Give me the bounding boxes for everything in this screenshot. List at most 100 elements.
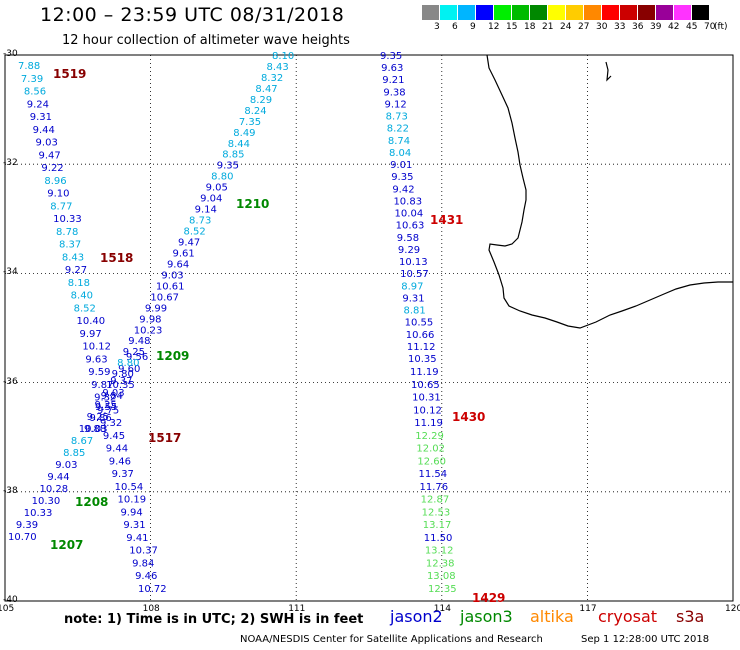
colorbar-label: 15 [506,22,518,32]
wave-height-value: 10.31 [412,393,441,404]
colorbar-label: 24 [560,22,572,32]
wave-height-value: 7.88 [18,61,40,72]
wave-height-value: 9.03 [55,460,77,471]
wave-height-value: 9.32 [94,393,116,404]
wave-height-value: 10.61 [156,281,185,292]
wave-height-value: 8.43 [62,252,84,263]
wave-height-value: 9.35 [217,161,239,172]
gridlines [4,54,734,602]
wave-height-value: 8.43 [266,62,288,73]
wave-height-value: 9.35 [391,172,413,183]
wave-height-value: 8.80 [117,358,139,369]
wave-height-value: 11.19 [414,418,443,429]
latitude-label: -38 [3,485,18,496]
map-frame [4,54,734,602]
colorbar-swatch [638,5,655,20]
wave-height-value: 8.10 [272,51,294,62]
wave-height-value: 10.30 [32,496,61,507]
wave-height-value: 10.66 [406,330,435,341]
wave-height-value: 10.04 [395,209,424,220]
longitude-label: 120 [725,604,740,614]
legend-item-cryosat: cryosat [598,607,658,626]
generated-timestamp: Sep 1 12:28:00 UTC 2018 [581,634,710,645]
map-title: 12:00 – 23:59 UTC 08/31/2018 [40,4,345,26]
wave-height-value: 9.80 [112,369,134,380]
wave-height-value: 9.99 [145,303,167,314]
wave-height-value: 8.81 [404,306,426,317]
coastline-fragment [605,61,612,82]
wave-height-value: 9.25 [95,400,117,411]
wave-height-value: 10.37 [129,546,158,557]
colorbar-swatch [494,5,511,20]
colorbar-label: 6 [452,22,458,32]
wave-height-value: 8.22 [387,124,409,135]
wave-height-value: 8.37 [59,240,81,251]
wave-height-value: 11.76 [420,482,449,493]
wave-height-value: 9.03 [102,388,124,399]
wave-height-value: 10.03 [79,424,108,435]
colorbar-swatch [584,5,601,20]
wave-height-value: 9.31 [402,293,424,304]
wave-height-value: 8.52 [184,227,206,238]
wave-height-value: 11.54 [418,469,447,480]
wave-height-value: 8.52 [74,303,96,314]
wave-height-value: 9.75 [97,405,119,416]
wave-height-value: 9.35 [380,51,402,62]
wave-height-value: 9.25 [87,412,109,423]
wave-height-value: 8.24 [244,106,266,117]
wave-height-value: 9.37 [110,376,132,387]
wave-height-value: 8.77 [50,201,72,212]
wave-height-value: 8.04 [389,148,411,159]
colorbar-label: 30 [596,22,608,32]
wave-height-value: 9.29 [398,245,420,256]
wave-height-value: 9.58 [397,233,419,244]
wave-height-value: 9.87 [91,380,113,391]
wave-height-value: 10.72 [138,584,167,595]
wave-height-value: 11.19 [410,367,439,378]
longitude-label: 117 [579,604,597,614]
wave-height-value: 11.50 [424,533,453,544]
colorbar-label: 39 [650,22,662,32]
wave-height-value: 9.27 [65,265,87,276]
pass-time-label: 1208 [75,495,108,509]
wave-height-value: 8.73 [386,112,408,123]
wave-height-value: 9.42 [392,184,414,195]
wave-height-value: 9.86 [90,413,112,424]
wave-height-value: 12.35 [428,584,457,595]
wave-height-value: 8.96 [44,176,66,187]
wave-height-value: 8.67 [71,436,93,447]
wave-height-value: 10.19 [118,495,147,506]
colorbar-swatch [440,5,457,20]
longitude-label: 114 [433,604,451,614]
pass-time-label: 1210 [236,197,269,211]
colorbar-label: 27 [578,22,590,32]
wave-height-value: 8.74 [388,136,410,147]
wave-height-value: 9.47 [178,238,200,249]
wave-height-value: 10.13 [399,257,428,268]
wave-height-value: 12.53 [422,507,451,518]
colorbar-label: 18 [524,22,536,32]
wave-height-value: 8.49 [233,128,255,139]
wave-height-value: 9.05 [206,183,228,194]
colorbar-label: 9 [470,22,476,32]
latitude-label: -32 [3,158,18,169]
altimeter-tracks: 7.887.398.569.249.319.449.039.479.228.96… [8,51,505,605]
colorbar-swatch [548,5,565,20]
pass-time-label: 1429 [472,591,505,605]
wave-height-value: 9.45 [103,431,125,442]
pass-time-label: 1517 [148,431,181,445]
wave-height-value: 9.56 [126,352,148,363]
wave-height-value: 8.40 [71,291,93,302]
wave-height-value: 8.56 [24,87,46,98]
latitude-label: -40 [3,595,18,605]
colorbar-label: 70 [704,22,716,32]
pass-time-label: 1519 [53,67,86,81]
wave-height-value: 9.61 [172,248,194,259]
legend-item-jason3: jason3 [460,607,513,626]
map-subtitle: 12 hour collection of altimeter wave hei… [62,33,350,48]
colorbar-label: 21 [542,22,554,32]
wave-height-value: 9.37 [112,469,134,480]
colorbar-swatch [674,5,691,20]
wave-height-value: 9.38 [383,87,405,98]
